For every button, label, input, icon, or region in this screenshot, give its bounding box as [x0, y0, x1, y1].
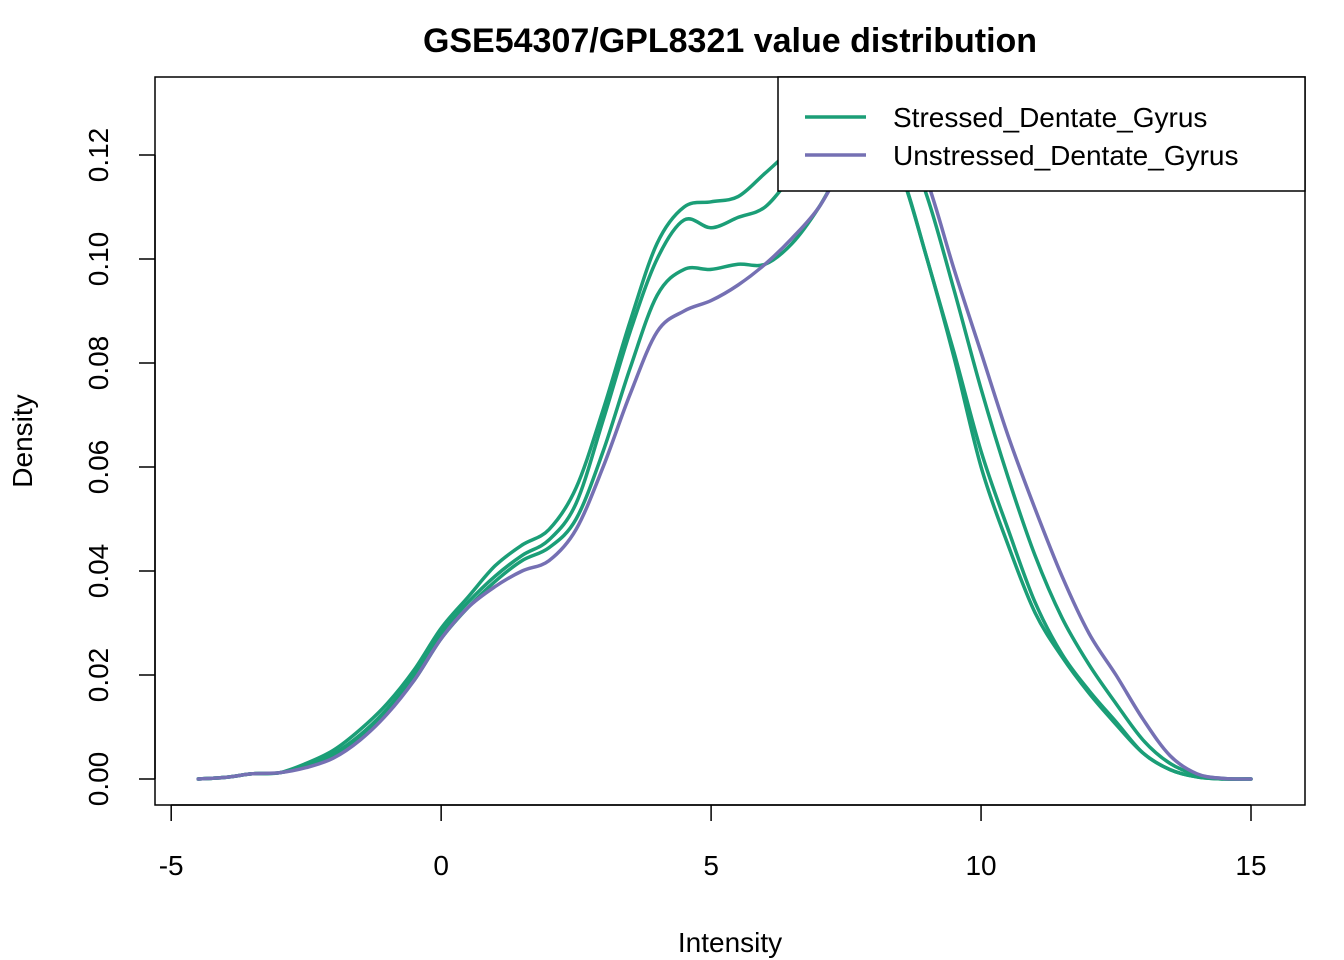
density-line-3 [196, 120, 1253, 781]
legend: Stressed_Dentate_Gyrus Unstressed_Dentat… [777, 76, 1306, 192]
y-tick-label: 0.04 [83, 544, 114, 599]
x-tick-label: 0 [433, 850, 449, 881]
y-tick-label: 0.00 [83, 752, 114, 807]
x-tick-label: -5 [159, 850, 184, 881]
x-tick-label: 10 [965, 850, 996, 881]
y-tick-label: 0.08 [83, 336, 114, 391]
y-axis-label: Density [7, 394, 38, 487]
x-tick-label: 15 [1235, 850, 1266, 881]
legend-label-unstressed: Unstressed_Dentate_Gyrus [893, 140, 1239, 171]
x-axis-label: Intensity [678, 927, 782, 958]
x-axis: -5 0 5 10 15 [159, 804, 1267, 881]
legend-label-stressed: Stressed_Dentate_Gyrus [893, 102, 1207, 133]
y-tick-label: 0.06 [83, 440, 114, 495]
x-tick-label: 5 [703, 850, 719, 881]
chart-title: GSE54307/GPL8321 value distribution [423, 22, 1037, 60]
density-line-4 [196, 116, 1253, 781]
y-tick-label: 0.12 [83, 128, 114, 183]
legend-box [777, 76, 1306, 192]
density-line-1 [196, 118, 1253, 781]
y-tick-label: 0.02 [83, 648, 114, 703]
series-layer [196, 116, 1253, 781]
y-tick-label: 0.10 [83, 232, 114, 287]
density-line-2 [196, 123, 1253, 781]
y-axis: 0.00 0.02 0.04 0.06 0.08 0.10 0.12 [83, 128, 156, 807]
